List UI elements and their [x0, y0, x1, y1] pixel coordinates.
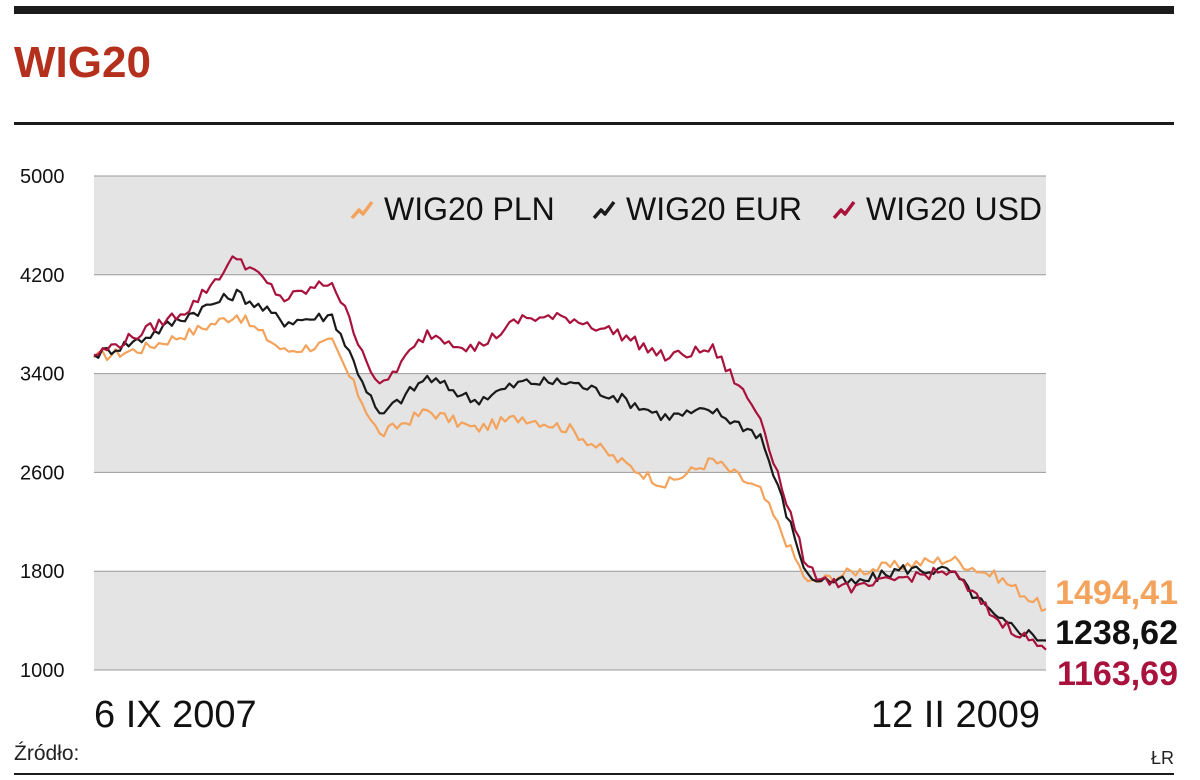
end-value-eur: 1238,62 — [1055, 614, 1178, 652]
end-value-usd: 1163,69 — [1056, 655, 1178, 693]
y-tick-label: 1000 — [20, 660, 65, 682]
end-value-pln: 1494,41 — [1055, 574, 1178, 612]
series-lines — [93, 255, 1047, 651]
series-line-eur — [93, 288, 1047, 642]
legend-label-usd: WIG20 USD — [866, 191, 1042, 227]
x-end-label: 12 II 2009 — [870, 694, 1040, 736]
y-tick-label: 2600 — [20, 462, 65, 484]
top-rule — [14, 6, 1174, 14]
grid-band — [94, 176, 1046, 275]
legend-label-pln: WIG20 PLN — [384, 191, 555, 227]
x-start-label: 6 IX 2007 — [94, 694, 257, 736]
y-tick-label: 4200 — [20, 265, 65, 287]
legend-swatch-eur — [592, 200, 616, 220]
grid-bands — [94, 176, 1046, 670]
chart-title: WIG20 — [14, 38, 151, 87]
series-line-usd — [93, 255, 1047, 651]
title-divider — [14, 122, 1174, 125]
y-tick-label: 3400 — [20, 364, 65, 386]
bottom-rule — [14, 773, 1174, 775]
credit-label: ŁR — [1150, 748, 1174, 768]
y-tick-label: 5000 — [20, 166, 65, 188]
legend-swatch-usd — [832, 200, 856, 220]
source-label: Źródło: — [14, 742, 80, 765]
grid-band — [94, 373, 1046, 473]
y-tick-label: 1800 — [20, 561, 65, 583]
legend-label-eur: WIG20 EUR — [626, 191, 802, 227]
y-axis-ticks: 5000 4200 3400 2600 1800 1000 — [20, 166, 1046, 682]
series-line-pln — [93, 314, 1047, 612]
grid-band — [94, 571, 1046, 670]
legend-swatch-pln — [350, 200, 374, 220]
legend: WIG20 PLN WIG20 EUR WIG20 USD — [350, 191, 1042, 227]
